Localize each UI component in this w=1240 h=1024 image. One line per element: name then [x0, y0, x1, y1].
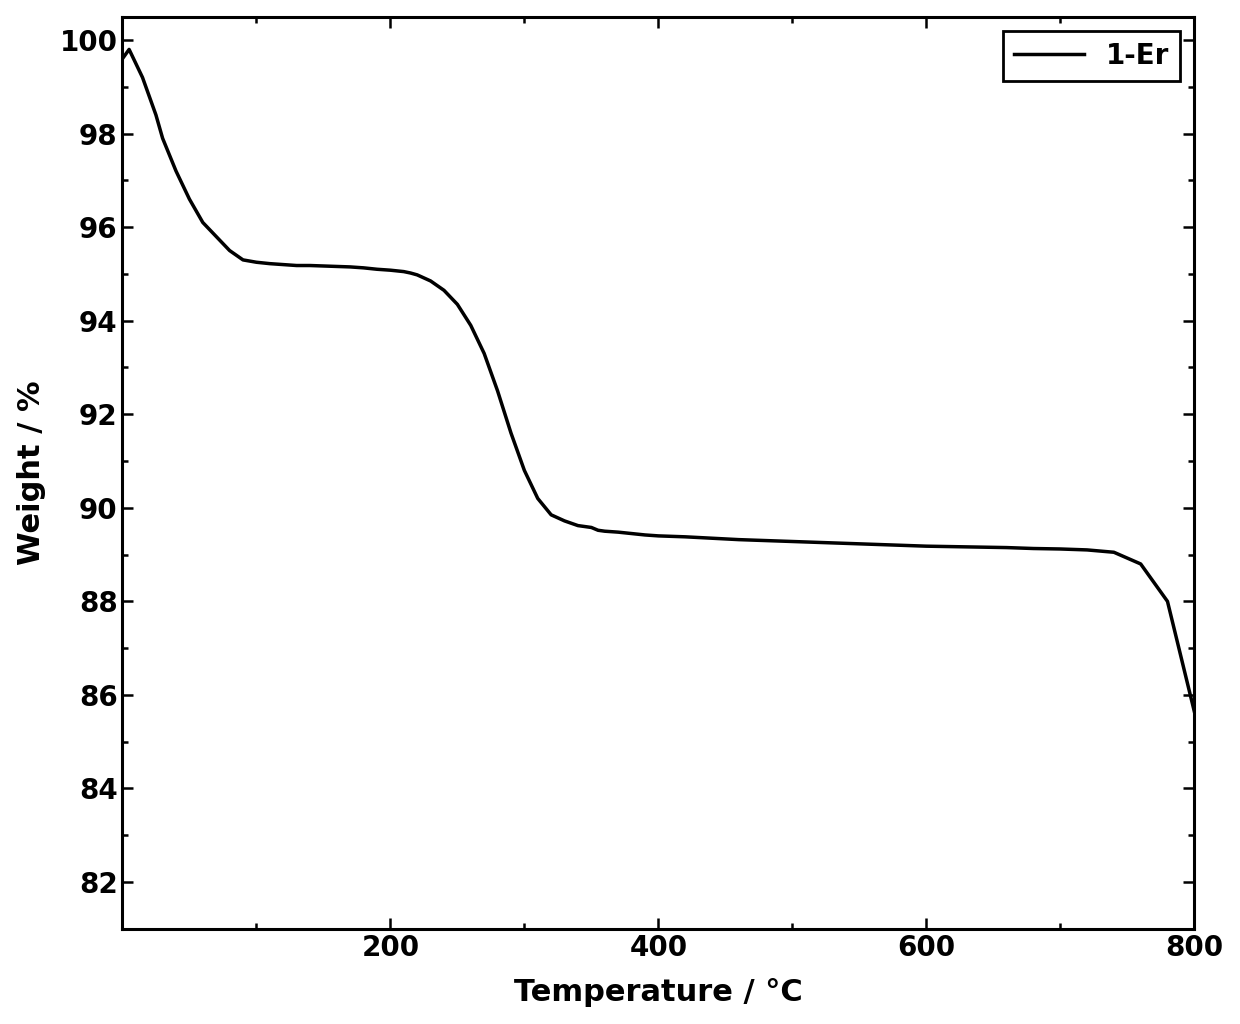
1-Er	[450, 298, 465, 310]
X-axis label: Temperature / °C: Temperature / °C	[513, 978, 802, 1008]
1-Er	[1080, 544, 1095, 556]
Y-axis label: Weight / %: Weight / %	[16, 381, 46, 565]
1-Er	[838, 538, 853, 550]
1-Er	[122, 43, 136, 55]
Legend: 1-Er: 1-Er	[1003, 31, 1180, 81]
1-Er	[303, 259, 317, 271]
Line: 1-Er: 1-Er	[123, 49, 1194, 712]
1-Er	[155, 132, 170, 144]
1-Er	[356, 262, 371, 274]
1-Er	[115, 52, 130, 65]
1-Er	[1187, 706, 1202, 718]
